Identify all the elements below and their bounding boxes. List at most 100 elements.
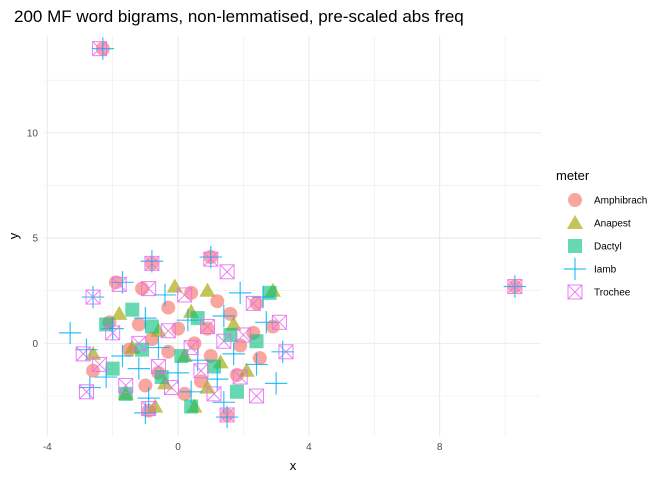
point-trochee (245, 295, 261, 311)
point-trochee (105, 325, 121, 341)
point-trochee (193, 363, 209, 379)
point-dactyl (229, 384, 244, 399)
point-trochee (235, 327, 251, 343)
point-iamb (255, 311, 278, 334)
y-tick-label: 0 (32, 339, 38, 350)
point-amphibrach (210, 294, 225, 309)
point-trochee (92, 41, 108, 57)
point-amphibrach (252, 351, 267, 366)
point-iamb (140, 250, 164, 273)
point-iamb (176, 309, 200, 332)
point-amphibrach (200, 321, 215, 336)
point-trochee (271, 314, 287, 330)
point-iamb (111, 344, 134, 368)
data-points (58, 37, 527, 429)
point-iamb (127, 357, 151, 380)
point-iamb (199, 245, 222, 269)
point-trochee (507, 279, 523, 295)
legend-label: Dactyl (594, 242, 622, 253)
point-iamb (215, 405, 239, 429)
legend: meter Amphibrach Anapest Dactyl Iamb Trochee (556, 168, 647, 300)
point-dactyl (262, 285, 277, 300)
tick-labels: -4 0 4 8 0 5 10 (27, 128, 443, 453)
x-axis-title: x (290, 458, 297, 473)
point-amphibrach (203, 349, 218, 363)
point-amphibrach (177, 386, 192, 401)
point-iamb (251, 285, 275, 309)
point-trochee (249, 388, 265, 404)
point-iamb (134, 306, 157, 330)
point-anapest (84, 345, 102, 360)
legend-label: Trochee (594, 288, 631, 299)
legend-title: meter (556, 168, 590, 183)
point-amphibrach (161, 344, 176, 359)
point-iamb (137, 386, 160, 410)
point-dactyl (144, 319, 159, 334)
legend-label: Amphibrach (594, 196, 647, 207)
legend-item-trochee: Trochee (567, 284, 631, 300)
point-iamb (153, 283, 177, 307)
point-trochee (79, 384, 95, 400)
point-trochee (92, 356, 108, 372)
legend-key-dactyl (568, 239, 582, 253)
point-iamb (212, 304, 236, 328)
point-trochee (141, 281, 157, 297)
point-trochee (199, 319, 215, 335)
chart-title: 200 MF word bigrams, non-lemmatised, pre… (14, 7, 464, 26)
point-trochee (183, 340, 199, 356)
point-anapest (199, 282, 216, 297)
point-amphibrach (249, 296, 264, 311)
point-dactyl (154, 370, 169, 385)
legend-item-iamb: Iamb (563, 257, 617, 281)
point-amphibrach (223, 306, 238, 321)
legend-item-amphibrach: Amphibrach (568, 193, 647, 207)
point-anapest (225, 316, 242, 331)
point-trochee (131, 335, 147, 351)
x-tick-label: -4 (43, 442, 52, 453)
point-iamb (264, 372, 288, 395)
point-dactyl (190, 311, 205, 326)
point-trochee (111, 276, 127, 292)
point-trochee (219, 264, 235, 280)
point-iamb (179, 380, 203, 403)
point-trochee (219, 407, 235, 423)
point-iamb (58, 321, 82, 345)
point-iamb (222, 342, 245, 366)
point-dactyl (184, 399, 199, 414)
point-trochee (232, 369, 248, 385)
point-dactyl (118, 386, 133, 401)
point-dactyl (105, 361, 120, 376)
y-tick-label: 10 (27, 128, 39, 139)
point-iamb (212, 391, 236, 414)
point-dactyl (207, 359, 222, 374)
point-iamb (147, 336, 170, 359)
point-trochee (164, 380, 180, 396)
x-tick-label: 0 (175, 442, 181, 453)
x-tick-label: 8 (437, 442, 443, 453)
point-dactyl (125, 302, 140, 317)
legend-key-trochee (567, 284, 583, 300)
point-iamb (271, 340, 294, 363)
point-trochee (177, 287, 193, 303)
point-amphibrach (131, 317, 146, 332)
point-trochee (278, 344, 294, 360)
point-dactyl (174, 349, 189, 363)
legend-item-dactyl: Dactyl (568, 239, 622, 253)
y-tick-label: 5 (32, 234, 38, 245)
point-amphibrach (187, 336, 202, 351)
y-axis-title: y (6, 232, 21, 239)
point-trochee (75, 346, 91, 362)
legend-key-anapest (566, 214, 584, 230)
point-trochee (144, 255, 160, 271)
point-trochee (160, 323, 176, 339)
point-trochee (203, 251, 219, 267)
point-iamb (91, 37, 115, 60)
legend-key-iamb (563, 257, 587, 281)
grid (44, 36, 541, 436)
point-amphibrach (138, 378, 153, 393)
point-anapest (111, 305, 128, 320)
point-trochee (85, 289, 101, 305)
point-trochee (141, 401, 157, 417)
point-iamb (111, 271, 134, 294)
